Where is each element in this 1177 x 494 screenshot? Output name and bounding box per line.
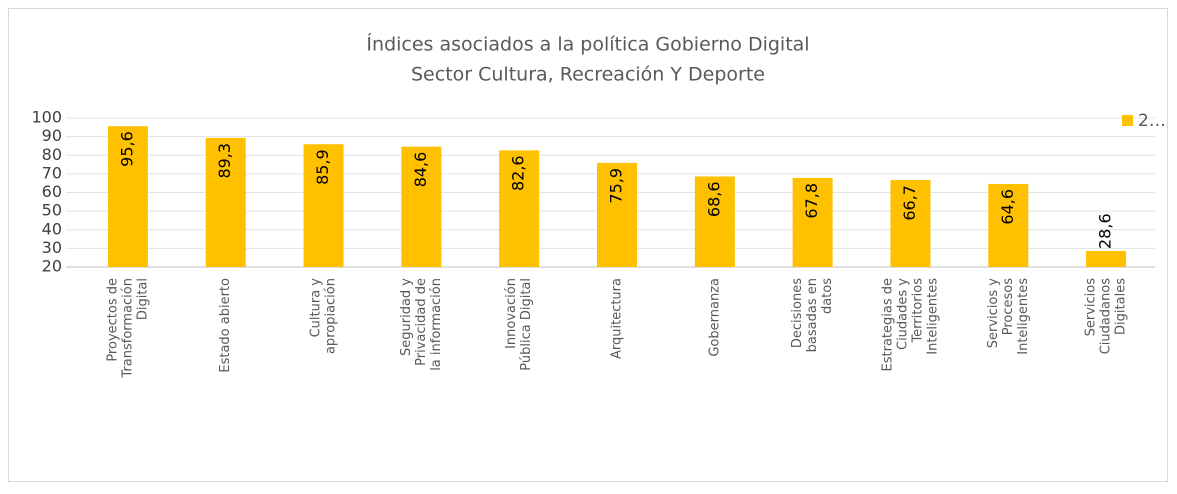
data-label: 28,6 bbox=[1096, 213, 1115, 249]
y-tick-label: 100 bbox=[31, 108, 62, 127]
x-tick-label: Gobernanza bbox=[707, 278, 722, 357]
x-tick-label: Proyectos de bbox=[105, 278, 120, 362]
x-tick-label: Arquitectura bbox=[610, 278, 625, 359]
x-tick-label: Cultura y bbox=[309, 278, 324, 338]
data-label: 68,6 bbox=[704, 181, 723, 217]
bar bbox=[988, 183, 1029, 267]
x-tick-label: Procesos bbox=[1001, 278, 1016, 335]
bar bbox=[499, 150, 540, 267]
data-label: 95,6 bbox=[117, 131, 136, 167]
y-tick-label: 70 bbox=[42, 163, 62, 182]
x-tick-label: Ciudades y bbox=[895, 278, 910, 350]
data-label: 67,8 bbox=[802, 183, 821, 219]
bar bbox=[792, 177, 833, 267]
bar bbox=[597, 162, 637, 267]
data-label: 84,6 bbox=[411, 152, 430, 188]
x-tick-label: Estado abierto bbox=[218, 278, 233, 373]
x-tick-label: Innovación bbox=[504, 278, 519, 349]
y-tick-label: 50 bbox=[42, 201, 62, 220]
x-tick-label: Transformación bbox=[120, 278, 135, 379]
x-tick-label: Pública Digital bbox=[519, 278, 534, 371]
x-tick-label: la información bbox=[429, 278, 444, 371]
y-tick-label: 80 bbox=[42, 145, 62, 164]
bar bbox=[303, 144, 344, 267]
x-tick-label: Servicios y bbox=[986, 278, 1001, 349]
x-tick-label: apropiación bbox=[324, 278, 339, 354]
chart-subtitle: Sector Cultura, Recreación Y Deporte bbox=[411, 64, 765, 86]
data-label: 64,6 bbox=[998, 189, 1017, 225]
x-tick-label: Estrategias de bbox=[880, 278, 895, 371]
x-tick-label: Servicios bbox=[1084, 278, 1099, 337]
chart-title: Índices asociados a la política Gobierno… bbox=[366, 33, 809, 56]
bar bbox=[205, 137, 246, 267]
bar bbox=[107, 126, 148, 267]
legend-swatch bbox=[1122, 115, 1133, 126]
x-tick-label: Ciudadanos bbox=[1099, 278, 1114, 355]
data-label: 85,9 bbox=[313, 149, 332, 185]
bar bbox=[694, 176, 735, 267]
legend-label: 2… bbox=[1138, 111, 1166, 131]
x-tick-label: Privacidad de bbox=[414, 278, 429, 366]
chart-border bbox=[8, 8, 1168, 482]
y-tick-label: 90 bbox=[42, 126, 62, 145]
x-tick-label: basadas en bbox=[805, 278, 820, 352]
bar bbox=[890, 180, 931, 267]
data-label: 75,9 bbox=[607, 168, 626, 204]
x-tick-label: datos bbox=[820, 278, 835, 314]
x-tick-label: Inteligentes bbox=[1016, 278, 1031, 355]
y-tick-label: 30 bbox=[42, 238, 62, 257]
x-tick-label: Decisiones bbox=[790, 278, 805, 348]
bar bbox=[401, 146, 442, 267]
y-tick-label: 20 bbox=[42, 257, 62, 276]
x-tick-label: Inteligentes bbox=[925, 278, 940, 355]
x-tick-label: Digital bbox=[135, 278, 150, 320]
x-tick-label: Digitales bbox=[1114, 278, 1129, 335]
data-label: 82,6 bbox=[509, 155, 528, 191]
y-tick-label: 40 bbox=[42, 219, 62, 238]
data-label: 89,3 bbox=[215, 143, 234, 179]
x-tick-label: Territorios bbox=[910, 278, 925, 344]
y-tick-label: 60 bbox=[42, 182, 62, 201]
x-tick-label: Seguridad y bbox=[399, 278, 414, 356]
data-label: 66,7 bbox=[900, 185, 919, 221]
bar bbox=[1086, 250, 1127, 267]
